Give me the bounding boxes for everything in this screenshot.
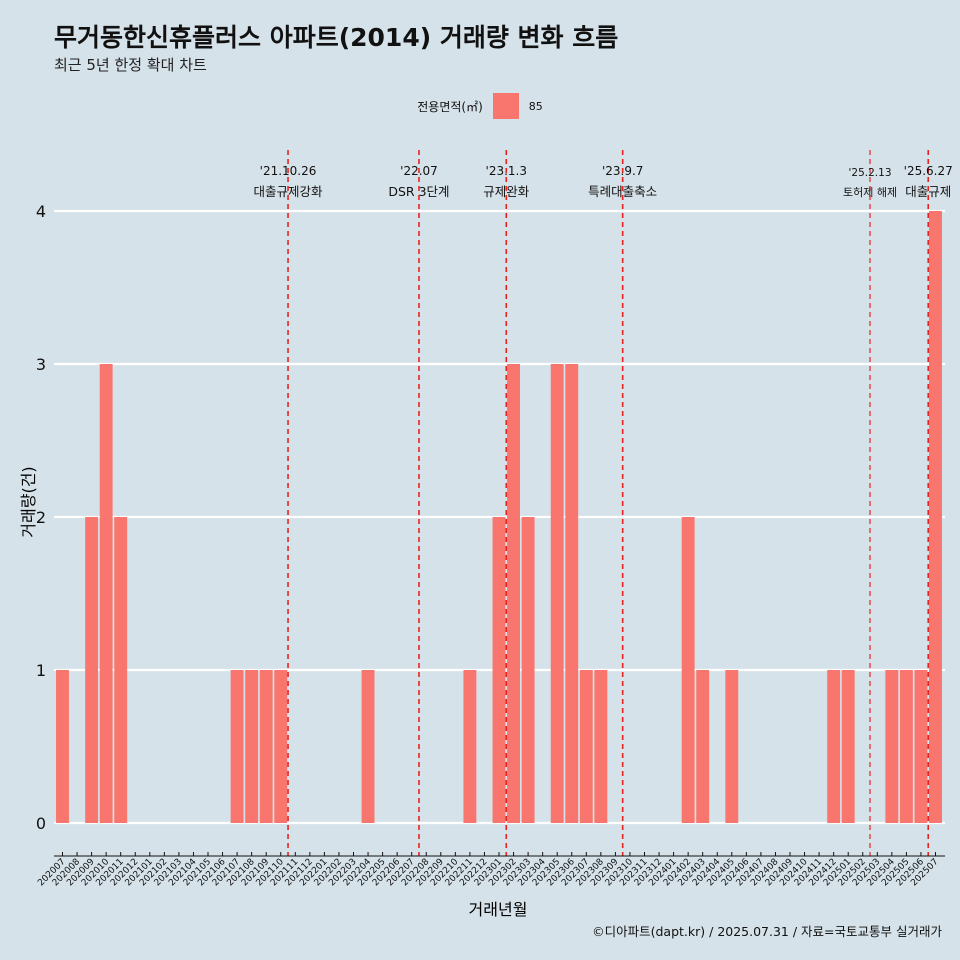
bar — [550, 364, 564, 823]
bar — [885, 670, 899, 823]
bar — [565, 364, 579, 823]
event-name-label: 토허제 해제 — [843, 185, 897, 199]
legend: 전용면적(㎡) 85 — [0, 92, 960, 120]
bar — [725, 670, 739, 823]
bar — [696, 670, 710, 823]
bar — [521, 517, 535, 823]
bar — [579, 670, 593, 823]
bar — [361, 670, 375, 823]
legend-swatch — [492, 93, 519, 119]
bar — [56, 670, 69, 823]
legend-title: 전용면적(㎡) — [417, 99, 483, 114]
y-tick-label: 0 — [36, 814, 46, 833]
event-name-label: DSR 3단계 — [388, 184, 449, 199]
y-axis-title: 거래량(건) — [19, 466, 38, 537]
bar — [507, 364, 520, 823]
bar — [899, 670, 913, 823]
bar — [841, 670, 855, 823]
bar — [929, 211, 942, 823]
event-date-label: '25.6.27 — [904, 164, 953, 178]
legend-label: 85 — [528, 99, 543, 113]
event-date-label: '21.10.26 — [260, 164, 317, 178]
bar — [463, 670, 477, 823]
event-lines-layer: '21.10.26 대출규제강화 '22.07 DSR 3단계 '23.1.3 규제완화 '… — [254, 150, 953, 856]
event-date-label: '23.1.3 — [486, 164, 527, 178]
bar — [245, 670, 259, 823]
bar — [594, 670, 608, 823]
y-tick-label: 2 — [36, 508, 46, 527]
bar — [274, 670, 288, 823]
bar — [827, 670, 841, 823]
event-name-label: 규제완화 — [483, 184, 530, 199]
axis-layer: 0123420200720200820200920201020201120201… — [36, 202, 945, 888]
bar — [99, 364, 113, 823]
source-caption: ©디아파트(dapt.kr) / 2025.07.31 / 자료=국토교통부 실… — [592, 924, 942, 939]
y-tick-label: 4 — [36, 202, 46, 221]
bar — [914, 670, 928, 823]
bar — [114, 517, 128, 823]
event-date-label: '22.07 — [400, 164, 438, 178]
event-date-label: '25.2.13 — [849, 167, 892, 179]
event-name-label: 특례대출축소 — [588, 184, 657, 199]
chart-title: 무거동한신휴플러스 아파트(2014) 거래량 변화 흐름 — [54, 23, 619, 52]
y-tick-label: 1 — [36, 661, 46, 680]
event-name-label: 대출규제 — [905, 184, 951, 199]
bar — [230, 670, 244, 823]
bar — [85, 517, 99, 823]
bars-layer — [56, 211, 942, 823]
x-axis-title: 거래년월 — [469, 900, 528, 919]
y-tick-label: 3 — [36, 355, 46, 374]
bar — [492, 517, 506, 823]
event-name-label: 대출규제강화 — [254, 184, 324, 199]
bar — [259, 670, 273, 823]
bar — [681, 517, 695, 823]
event-date-label: '23.9.7 — [602, 164, 643, 178]
chart-subtitle: 최근 5년 한정 확대 차트 — [54, 56, 207, 74]
